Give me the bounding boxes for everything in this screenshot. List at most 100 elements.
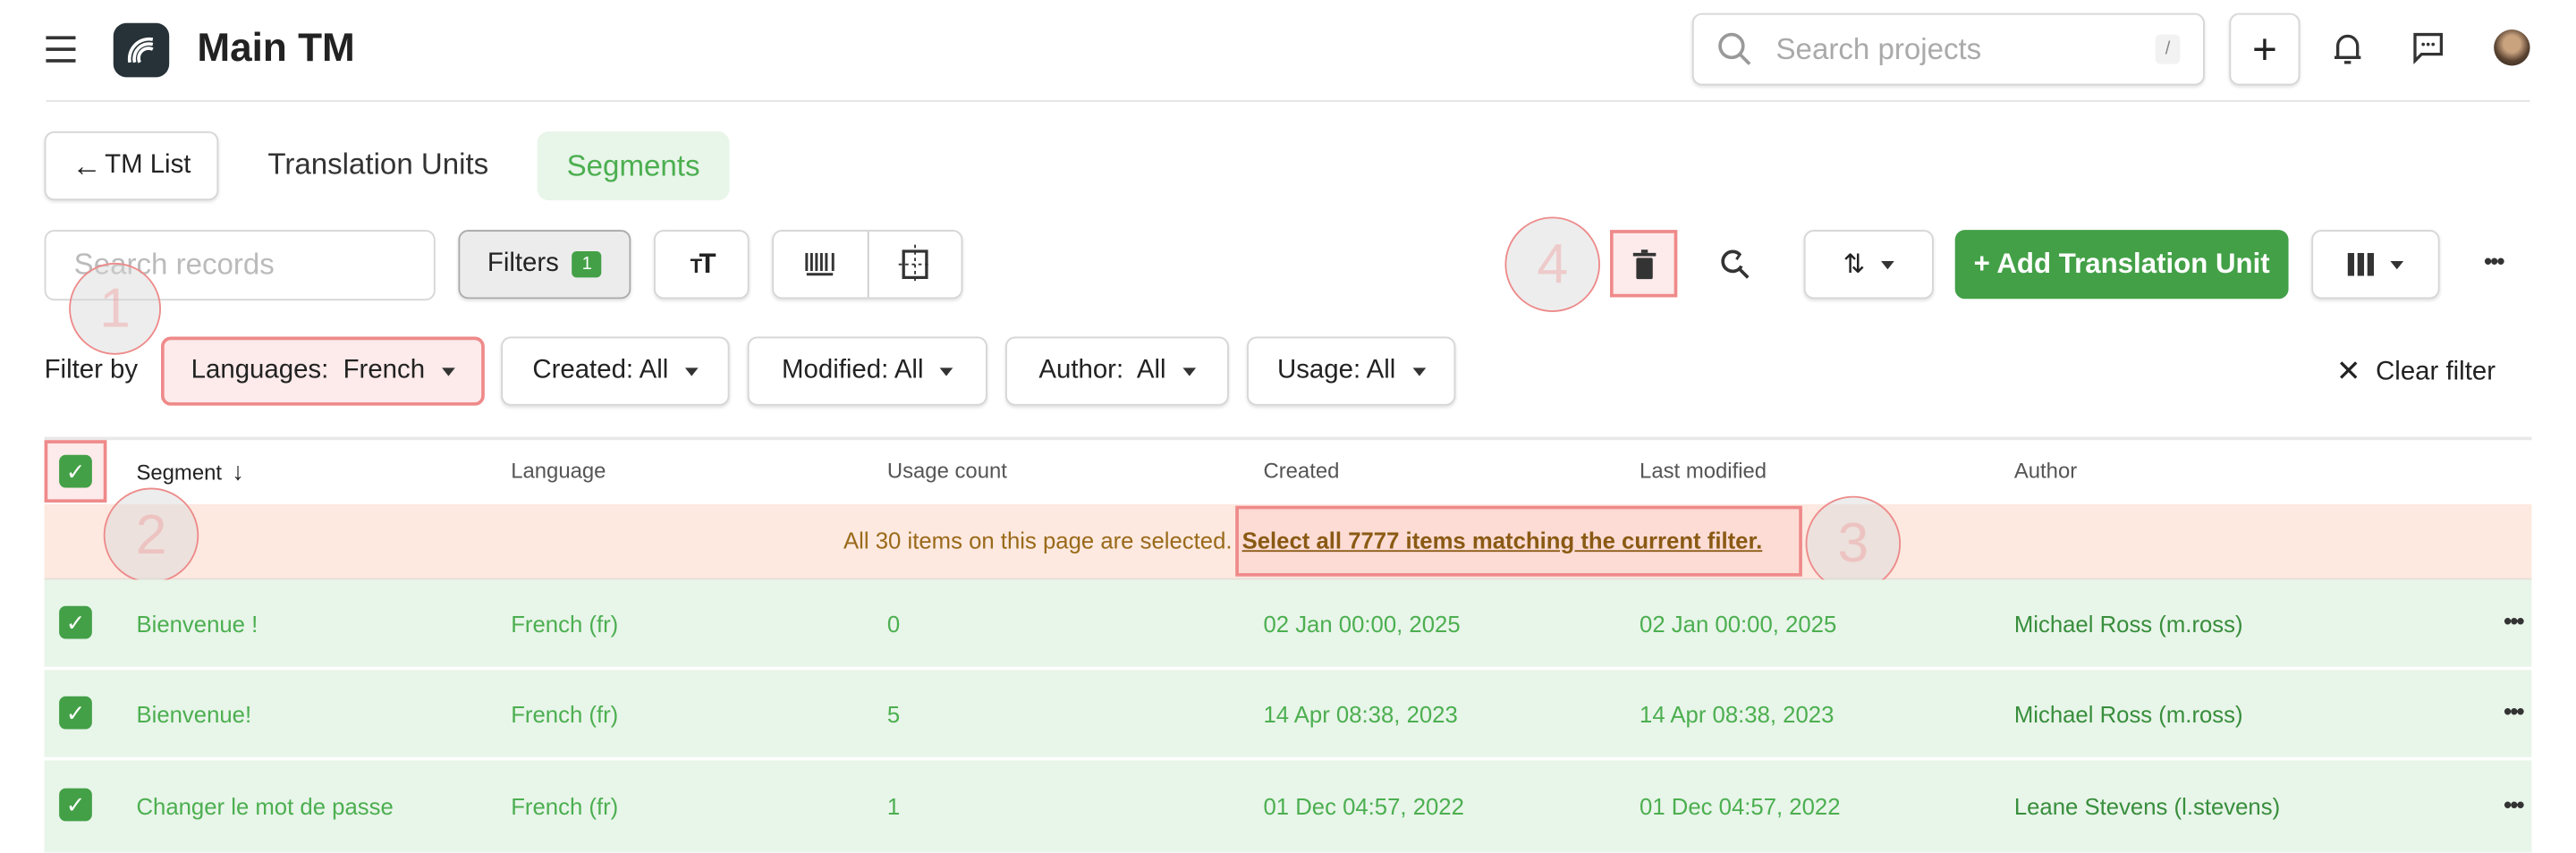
search-icon — [1718, 32, 1751, 65]
search-projects-input[interactable]: Search projects / — [1691, 13, 2205, 86]
filter-usage-label: Usage: All — [1277, 356, 1396, 384]
clear-filter-label: Clear filter — [2376, 357, 2496, 385]
column-header-segment[interactable]: Segment ↓ — [136, 458, 243, 486]
annotation-marker-4: 4 — [1504, 216, 1600, 312]
row-checkbox[interactable]: ✓ — [59, 788, 92, 822]
avatar[interactable] — [2494, 30, 2530, 66]
tab-segments-label: Segments — [566, 148, 700, 182]
chevron-down-icon — [1881, 260, 1895, 269]
chevron-down-icon — [939, 367, 953, 376]
cell-created: 14 Apr 08:38, 2023 — [1263, 700, 1458, 727]
barcode-view-button[interactable] — [774, 231, 869, 298]
add-label: + Add Translation Unit — [1973, 248, 2270, 280]
filter-by-label: Filter by — [44, 356, 139, 384]
arrow-left-icon: ← — [72, 148, 102, 182]
trash-icon — [1631, 249, 1656, 279]
select-all-matching-highlight — [1235, 505, 1802, 577]
row-menu-icon[interactable]: ••• — [2504, 697, 2524, 724]
chevron-down-icon — [1411, 367, 1426, 376]
search-placeholder: Search projects — [1775, 31, 1982, 65]
back-to-tm-list-button[interactable]: ← TM List — [44, 131, 219, 201]
chevron-down-icon — [2390, 260, 2404, 269]
header-divider — [46, 100, 2530, 102]
crop-icon — [898, 244, 931, 284]
annotation-marker-3: 3 — [1805, 495, 1902, 592]
more-options-icon[interactable]: ••• — [2484, 248, 2504, 274]
cell-usage: 1 — [886, 793, 901, 820]
column-header-modified[interactable]: Last modified — [1640, 458, 1767, 483]
annotation-marker-1: 1 — [69, 262, 161, 355]
filter-languages[interactable]: Languages: French — [160, 336, 485, 406]
filters-count-badge: 1 — [572, 251, 602, 278]
cell-created: 01 Dec 04:57, 2022 — [1263, 793, 1464, 820]
sort-arrow-down-icon: ↓ — [232, 458, 244, 486]
columns-icon — [2347, 252, 2375, 276]
annotation-marker-2: 2 — [103, 487, 199, 584]
delete-button[interactable] — [1609, 230, 1678, 298]
chevron-down-icon — [441, 367, 455, 376]
cell-usage: 5 — [886, 700, 901, 727]
create-button[interactable]: + — [2229, 13, 2301, 86]
cell-created: 02 Jan 00:00, 2025 — [1263, 610, 1461, 637]
table-row[interactable]: ✓ Bienvenue! French (fr) 5 14 Apr 08:38,… — [44, 670, 2532, 757]
cell-language: French (fr) — [511, 793, 619, 820]
columns-dropdown[interactable] — [2311, 230, 2440, 300]
chevron-down-icon — [1182, 367, 1196, 376]
sort-icon: ⇅ — [1843, 251, 1866, 280]
sort-dropdown[interactable]: ⇅ — [1803, 230, 1934, 300]
cell-language: French (fr) — [511, 610, 619, 637]
cell-segment: Changer le mot de passe — [136, 793, 394, 820]
add-translation-unit-button[interactable]: + Add Translation Unit — [1954, 230, 2289, 300]
table-row[interactable]: ✓ Changer le mot de passe French (fr) 1 … — [44, 760, 2532, 853]
page-title: Main TM — [197, 26, 355, 71]
cell-modified: 14 Apr 08:38, 2023 — [1640, 700, 1835, 727]
cell-author: Leane Stevens (l.stevens) — [2013, 793, 2281, 820]
cell-segment: Bienvenue! — [136, 700, 252, 727]
clear-filter-button[interactable]: ✕ Clear filter — [2336, 355, 2496, 390]
chevron-down-icon — [684, 367, 699, 376]
barcode-icon — [805, 252, 835, 276]
column-header-created[interactable]: Created — [1263, 458, 1340, 483]
filters-button[interactable]: Filters 1 — [458, 230, 631, 300]
row-checkbox[interactable]: ✓ — [59, 696, 92, 730]
filter-usage[interactable]: Usage: All — [1247, 336, 1456, 406]
row-menu-icon[interactable]: ••• — [2504, 791, 2524, 818]
shortcut-badge: / — [2155, 34, 2181, 64]
column-header-author[interactable]: Author — [2013, 458, 2078, 483]
table-top-border — [44, 436, 2532, 441]
back-label: TM List — [105, 150, 191, 180]
bell-icon[interactable] — [2329, 30, 2365, 69]
cell-segment: Bienvenue ! — [136, 610, 258, 637]
chat-icon[interactable] — [2410, 30, 2445, 65]
row-checkbox[interactable]: ✓ — [59, 605, 92, 639]
cell-author: Michael Ross (m.ross) — [2013, 700, 2243, 727]
text-size-button[interactable]: TT — [654, 230, 750, 300]
row-menu-icon[interactable]: ••• — [2504, 607, 2524, 634]
filter-modified[interactable]: Modified: All — [747, 336, 987, 406]
filter-author-label: Author: All — [1038, 356, 1166, 384]
cell-language: French (fr) — [511, 700, 619, 727]
column-header-usage[interactable]: Usage count — [886, 458, 1007, 483]
filter-created-label: Created: All — [532, 356, 669, 384]
crop-view-button[interactable] — [869, 232, 962, 297]
filter-languages-label: Languages: French — [191, 356, 426, 384]
cell-modified: 02 Jan 00:00, 2025 — [1640, 610, 1837, 637]
table-row[interactable]: ✓ Bienvenue ! French (fr) 0 02 Jan 00:00… — [44, 579, 2532, 667]
tab-segments[interactable]: Segments — [537, 131, 730, 201]
menu-icon[interactable] — [46, 36, 76, 63]
tab-translation-units[interactable]: Translation Units — [267, 148, 489, 182]
filter-author[interactable]: Author: All — [1005, 336, 1229, 406]
filters-label: Filters — [487, 249, 559, 278]
text-size-icon: TT — [690, 248, 716, 280]
cell-author: Michael Ross (m.ross) — [2013, 610, 2243, 637]
filter-created[interactable]: Created: All — [501, 336, 730, 406]
cell-usage: 0 — [886, 610, 901, 637]
cell-modified: 01 Dec 04:57, 2022 — [1640, 793, 1841, 820]
selection-banner-text: All 30 items on this page are selected. — [843, 527, 1233, 553]
select-all-checkbox[interactable]: ✓ — [59, 454, 92, 488]
column-segment-label: Segment — [136, 460, 223, 485]
logo — [113, 22, 170, 78]
find-replace-icon[interactable] — [1716, 247, 1752, 283]
column-header-language[interactable]: Language — [511, 458, 606, 483]
select-all-matching-link[interactable]: Select all 7777 items matching the curre… — [1241, 527, 1763, 553]
